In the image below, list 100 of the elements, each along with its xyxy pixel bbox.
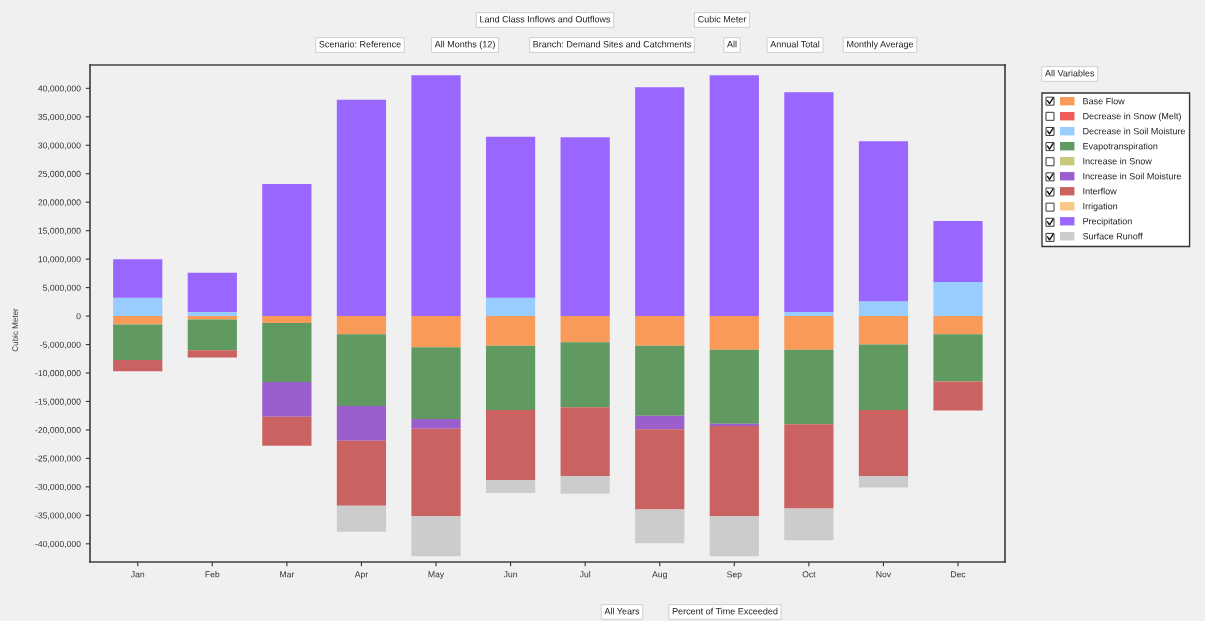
x-tick-label: Nov [876, 571, 892, 578]
bar [411, 515, 461, 557]
bar [485, 136, 536, 298]
text: All Years [604, 607, 640, 615]
text: Cubic Meter [698, 15, 747, 23]
bar [635, 345, 685, 416]
bar [858, 141, 909, 302]
bar [858, 301, 909, 317]
y-tick-label: 0 [76, 313, 81, 320]
y-tick-label: 25,000,000 [38, 170, 81, 178]
bar [560, 407, 610, 477]
legend-label: Irrigation [1083, 202, 1118, 212]
legend-label: Decrease in Soil Moisture [1083, 127, 1186, 135]
y-tick-label: 5,000,000 [43, 284, 81, 292]
bar [485, 345, 536, 410]
y-tick-label: -20,000,000 [35, 427, 81, 435]
x-tick-label: Dec [951, 571, 966, 578]
legend-label: Precipitation [1083, 217, 1132, 227]
text: Branch: Demand Sites and Catchments [533, 40, 691, 48]
bar [187, 312, 237, 317]
bar [709, 349, 759, 424]
bar [113, 359, 163, 372]
x-tick-label: Jan [130, 571, 145, 578]
bar [187, 319, 237, 351]
legend-label: Evapotranspiration [1083, 142, 1158, 152]
bar [336, 316, 387, 335]
bar [560, 476, 610, 494]
y-tick-label: -25,000,000 [35, 455, 81, 463]
bar [262, 382, 312, 417]
bar [113, 297, 163, 317]
bar [411, 316, 461, 348]
y-tick-label: 40,000,000 [38, 85, 81, 93]
bar [784, 424, 834, 509]
y-tick-label: 15,000,000 [38, 227, 81, 235]
text: Monthly Average [847, 40, 914, 50]
x-tick-label: Mar [280, 571, 295, 578]
bar [858, 476, 909, 488]
bar [113, 316, 163, 325]
legend-label: Interflow [1083, 187, 1117, 195]
bar [485, 297, 536, 317]
x-tick-label: Sep [727, 571, 742, 580]
bar [336, 406, 387, 441]
bar [933, 381, 983, 411]
bar [113, 259, 163, 298]
legend-label: Increase in Soil Moisture [1083, 172, 1182, 180]
bar [262, 316, 312, 323]
bar [709, 316, 759, 350]
y-tick-label: 20,000,000 [38, 199, 81, 207]
y-tick-label: 10,000,000 [38, 256, 81, 264]
bar [262, 416, 312, 446]
bar [784, 349, 834, 425]
bar [933, 334, 983, 382]
bar [635, 429, 685, 510]
y-tick-label: -15,000,000 [35, 398, 81, 406]
bar [709, 75, 759, 317]
text: Scenario: Reference [319, 40, 401, 48]
bar [560, 342, 610, 408]
bar [933, 316, 983, 335]
bar [187, 272, 237, 313]
x-tick-label: Oct [802, 571, 816, 578]
text: All Months (12) [434, 40, 495, 50]
bar [411, 419, 461, 429]
bar [933, 281, 983, 317]
bar [784, 316, 834, 350]
bar [933, 220, 983, 282]
y-tick-label: -35,000,000 [35, 512, 81, 520]
y-tick-label: 30,000,000 [38, 142, 81, 150]
bar [113, 324, 163, 360]
bar [635, 509, 685, 544]
x-tick-label: Apr [354, 571, 368, 580]
chart-title: Land Class Inflows and Outflows [480, 15, 611, 23]
legend-label: Increase in Snow [1083, 157, 1152, 165]
bar [336, 99, 387, 317]
bar [411, 75, 461, 317]
x-tick-label: May [428, 571, 445, 580]
y-tick-label: -5,000,000 [40, 341, 81, 349]
bar [858, 344, 909, 410]
text: Percent of Time Exceeded [672, 607, 778, 615]
y-tick-label: -30,000,000 [35, 483, 81, 492]
bar [411, 347, 461, 420]
bar [635, 87, 685, 317]
bar [485, 480, 536, 494]
bar [784, 508, 834, 541]
bar [560, 316, 610, 343]
bar [709, 425, 759, 516]
legend-label: Surface Runoff [1082, 232, 1143, 240]
x-tick-label: Jun [503, 571, 517, 578]
bar [784, 92, 834, 313]
bar [336, 334, 387, 407]
bar [187, 350, 237, 358]
text: Annual Total [770, 40, 820, 48]
bar [784, 312, 834, 317]
bar [560, 137, 610, 317]
bar [262, 183, 312, 317]
legend-label: Base Flow [1083, 97, 1125, 105]
x-tick-label: Aug [652, 571, 667, 580]
bar [709, 515, 759, 557]
bar [262, 322, 312, 383]
bar [858, 410, 909, 477]
bar [635, 316, 685, 346]
